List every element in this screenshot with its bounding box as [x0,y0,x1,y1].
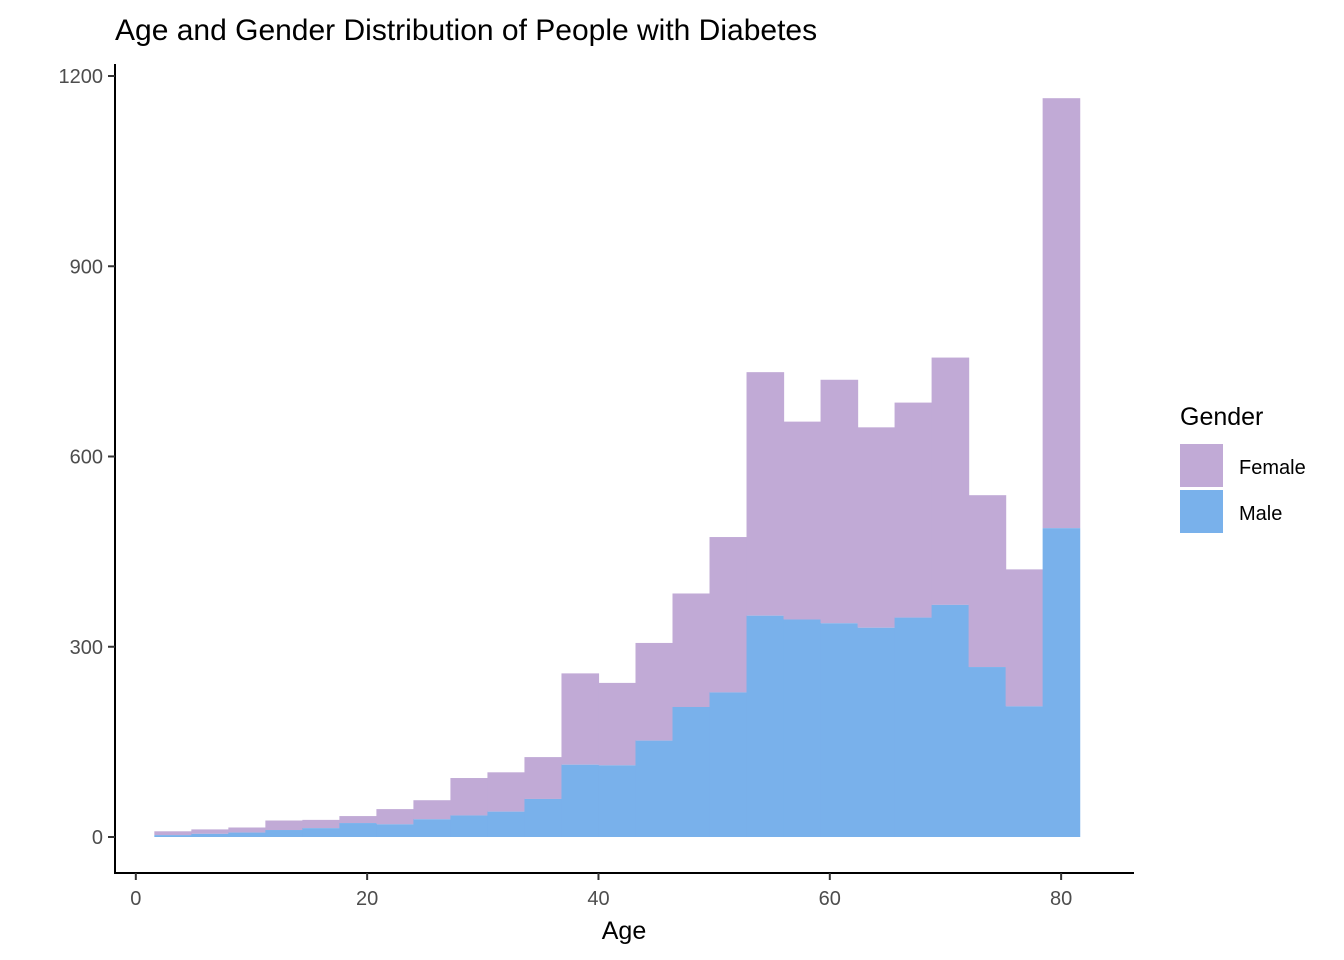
bar-male-20 [894,617,933,837]
bar-female-15 [709,537,748,693]
bar-male-5 [339,823,378,837]
bar-female-24 [1042,98,1081,529]
x-tick-label: 60 [819,888,841,910]
bar-female-0 [154,831,192,836]
x-ticks: 0 20 40 60 80 [130,873,1072,910]
bar-female-18 [820,379,859,624]
x-tick-label: 80 [1050,888,1072,910]
bar-male-22 [968,667,1007,837]
bar-female-23 [1005,569,1044,707]
bar-male-15 [709,692,748,837]
bar-female-19 [857,427,896,628]
legend-swatch-male [1180,490,1223,533]
bar-male-0 [154,835,192,837]
bar-female-21 [931,357,970,605]
y-ticks: 0 300 600 900 1200 [59,66,115,849]
bar-male-2 [228,832,266,837]
bar-female-14 [672,593,711,707]
bar-male-4 [302,828,340,837]
bar-female-17 [783,421,822,620]
bar-male-12 [598,765,637,837]
x-tick-label: 40 [587,888,609,910]
bar-female-11 [561,673,600,765]
bar-male-23 [1005,706,1044,837]
bar-female-1 [191,829,229,834]
y-tick-label: 0 [92,827,103,849]
x-axis-title: Age [602,917,646,945]
bar-female-12 [598,682,637,766]
bar-male-19 [857,627,896,837]
bar-female-16 [746,372,785,616]
bar-female-3 [265,820,303,831]
bar-male-8 [450,815,489,837]
x-tick-label: 0 [130,888,141,910]
bar-male-9 [487,811,526,837]
bar-male-17 [783,619,822,837]
y-tick-label: 600 [70,447,103,469]
bar-male-10 [524,798,563,837]
bars-layer [154,98,1081,837]
x-tick-label: 20 [356,888,378,910]
bar-male-18 [820,623,859,837]
legend-swatch-female [1180,444,1223,487]
bar-female-20 [894,402,933,618]
bar-female-7 [413,800,452,820]
bar-male-7 [413,819,452,837]
bar-male-24 [1042,528,1081,837]
bar-male-3 [265,830,303,837]
bar-female-2 [228,827,266,833]
bar-female-5 [339,816,378,824]
bar-female-13 [635,642,674,741]
bar-female-9 [487,772,526,812]
legend-title: Gender [1180,403,1263,431]
bar-female-4 [302,819,340,829]
bar-male-13 [635,740,674,837]
bar-female-6 [376,809,415,825]
y-tick-label: 900 [70,256,103,278]
bar-male-6 [376,824,415,837]
legend: Gender Female Male [1180,403,1306,533]
axes-layer [114,64,1134,874]
legend-label-female: Female [1239,457,1306,479]
y-tick-label: 300 [70,637,103,659]
bar-male-11 [561,764,600,837]
bar-female-22 [968,495,1007,668]
legend-label-male: Male [1239,503,1282,525]
bar-female-10 [524,757,563,799]
bar-male-16 [746,615,785,837]
legend-items: Female Male [1180,444,1306,533]
bar-male-21 [931,604,970,837]
chart-title: Age and Gender Distribution of People wi… [115,14,817,47]
y-tick-label: 1200 [59,66,104,88]
bar-female-8 [450,778,489,816]
bar-male-14 [672,706,711,837]
bar-male-1 [191,833,229,837]
